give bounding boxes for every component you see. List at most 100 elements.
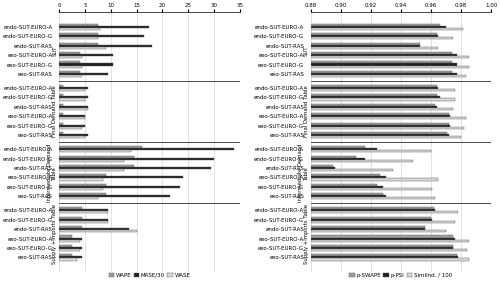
Bar [59,108,88,110]
Bar [310,54,456,56]
Bar [59,43,98,45]
Bar [59,136,85,138]
Bar [310,87,438,89]
Bar [310,43,420,45]
Bar [310,235,454,237]
Bar [59,75,82,77]
Bar [310,106,437,108]
Bar [310,132,448,134]
Bar [310,195,386,197]
Bar [59,174,106,176]
Bar [310,134,449,136]
Bar [310,113,449,115]
Bar [59,98,85,101]
Bar [59,235,72,237]
Bar [310,226,425,228]
Bar [310,89,455,91]
Bar [310,56,468,58]
Bar [310,127,464,129]
Bar [59,35,144,37]
Bar [59,169,124,171]
Bar [59,96,88,98]
Bar [59,221,108,223]
Bar [310,221,455,223]
Bar [310,211,458,214]
Bar [310,169,394,171]
Bar [310,155,356,158]
Bar [310,230,446,232]
Bar [310,37,454,39]
Bar [59,87,88,89]
Bar [310,33,437,35]
Bar [310,228,425,230]
Bar [310,123,449,125]
Bar [59,193,106,195]
Bar [59,123,64,125]
Bar [310,125,450,127]
Bar [59,85,64,87]
Bar [310,174,380,176]
Bar [59,89,85,91]
Bar [59,160,124,162]
Text: Final Demand Table: Final Demand Table [52,86,58,137]
Bar [310,254,456,256]
Bar [310,117,466,119]
Bar [59,178,103,180]
Bar [310,240,468,242]
Bar [59,211,108,214]
Bar [59,188,103,190]
Bar [59,52,80,54]
Bar [310,178,438,180]
Bar [59,56,82,58]
Bar [59,54,114,56]
Bar [310,115,450,117]
Bar [59,197,98,199]
Bar [59,113,64,115]
Bar [310,26,446,28]
Bar [59,230,136,232]
Bar [310,47,438,49]
Bar [310,160,413,162]
Bar [310,188,432,190]
Bar [59,155,134,158]
Bar [310,209,436,211]
Bar [310,148,377,150]
Text: Supply +Imports Table: Supply +Imports Table [304,204,309,264]
Bar [310,256,458,259]
Bar [59,237,82,240]
Bar [59,167,212,169]
Bar [59,47,106,49]
Bar [310,75,466,77]
Bar [59,104,64,106]
Bar [59,217,82,219]
Bar [59,148,234,150]
Bar [59,158,214,160]
Bar [310,186,383,188]
Text: Intermediate Demand
Table: Intermediate Demand Table [298,144,309,202]
Bar [310,217,431,219]
Legend: p-SWAPE, p-PSI, SimIlnd. / 100: p-SWAPE, p-PSI, SimIlnd. / 100 [347,271,455,280]
Bar [59,45,152,47]
Bar [59,26,150,28]
Bar [310,65,468,68]
Bar [310,150,431,152]
Bar [310,146,365,148]
Bar [59,146,142,148]
Bar [310,167,334,169]
Bar [59,228,129,230]
Bar [59,186,180,188]
Bar [59,64,114,65]
Bar [59,150,132,152]
Bar [310,197,436,199]
Bar [59,106,88,108]
Bar [310,71,452,73]
Bar [59,94,64,96]
Bar [59,71,80,73]
Bar [59,132,64,134]
Bar [310,96,440,98]
Bar [310,245,454,247]
Bar [59,134,88,136]
Text: Intermediate Demand
Table: Intermediate Demand Table [46,144,58,202]
Bar [310,259,468,260]
Bar [59,165,134,167]
